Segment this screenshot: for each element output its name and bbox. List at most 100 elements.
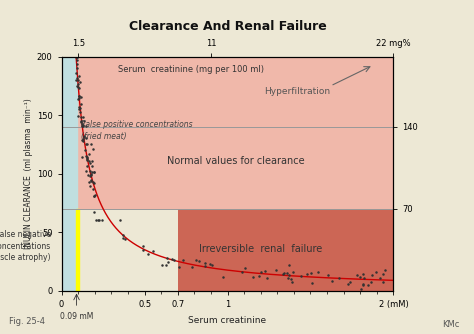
Point [307,270,314,276]
Point [74,96,82,101]
Point [116,218,124,223]
Point [85,159,92,164]
Point [80,135,88,140]
Point [91,193,98,199]
Point [139,243,147,249]
Text: Normal values for clearance: Normal values for clearance [167,156,305,166]
Point [353,273,361,278]
Point [76,105,83,111]
Point [73,83,81,89]
Point [314,270,321,275]
Point [87,142,95,147]
Point [90,169,98,174]
Point [88,170,95,175]
Point [238,270,246,275]
Point [83,156,91,162]
Text: 0.09 mM: 0.09 mM [60,312,93,321]
Point [82,153,89,158]
Point [89,158,96,163]
Point [77,120,85,125]
Text: Irreversible  renal  failure: Irreversible renal failure [199,244,322,254]
Point [335,275,343,280]
Point [87,178,95,183]
Point [364,283,372,288]
Point [304,271,311,276]
Point [359,281,366,286]
Point [73,57,81,62]
Point [98,218,106,223]
Point [75,73,83,78]
Point [86,160,93,165]
Point [74,81,82,87]
Point [324,273,331,278]
Text: Serum creatinine: Serum creatinine [189,316,266,325]
Point [121,236,129,241]
Point [89,179,97,185]
Point [356,274,364,280]
Point [90,169,98,174]
Point [119,232,127,237]
Point [73,54,80,59]
Point [78,137,86,143]
Point [73,65,81,71]
Point [255,273,263,278]
Point [83,158,91,163]
Point [82,147,89,152]
Point [82,123,90,129]
Bar [62,57,76,291]
Text: Fig. 25-4: Fig. 25-4 [9,317,46,326]
Point [85,180,93,185]
Point [164,259,172,264]
Text: False positive concentrations
(fried meat): False positive concentrations (fried mea… [81,120,192,141]
Point [144,252,152,257]
Point [87,178,94,184]
Title: Clearance And Renal Failure: Clearance And Renal Failure [128,20,327,33]
Point [76,94,83,99]
Point [86,174,93,179]
Point [74,77,82,83]
Point [241,266,249,271]
Point [75,105,82,110]
Point [88,173,95,178]
Point [283,271,290,276]
Point [92,218,100,223]
Point [76,79,83,85]
Point [285,273,292,278]
Point [78,154,85,160]
Bar [76,209,79,291]
Point [382,268,389,273]
Point [88,163,95,169]
Point [83,163,91,169]
Point [79,114,87,120]
Point [73,54,81,59]
Point [83,142,91,147]
Text: Serum  creatinine (mg per 100 ml): Serum creatinine (mg per 100 ml) [118,65,264,74]
Point [75,95,83,101]
Point [280,270,288,275]
Point [158,263,165,268]
Point [82,136,90,141]
Point [261,268,268,273]
Point [163,255,171,260]
Bar [178,209,393,291]
Point [85,151,93,156]
Point [272,268,280,273]
Point [75,106,82,111]
Point [74,113,82,119]
Point [75,93,83,98]
Point [90,209,98,214]
Point [91,193,98,198]
Point [379,272,386,277]
Point [372,269,379,274]
Bar [76,209,178,291]
Point [81,118,88,124]
Point [359,282,366,287]
Point [96,218,103,223]
Point [149,248,157,254]
Point [298,273,305,279]
Point [308,281,315,286]
Point [360,275,367,280]
Point [195,258,203,264]
Point [78,123,85,128]
Y-axis label: INULIN CLEARANCE  (ml plasma  min⁻¹): INULIN CLEARANCE (ml plasma min⁻¹) [24,98,33,249]
